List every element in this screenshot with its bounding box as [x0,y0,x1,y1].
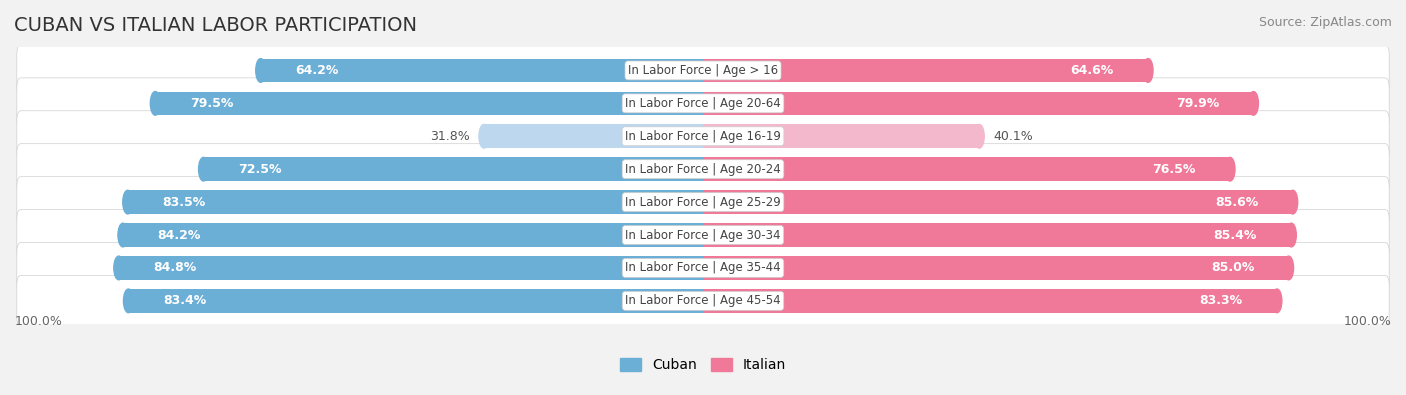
Bar [703,157,1230,181]
Text: 64.6%: 64.6% [1070,64,1114,77]
FancyBboxPatch shape [17,78,1389,129]
Text: 100.0%: 100.0% [14,315,62,328]
Bar [703,58,1149,82]
Bar [703,190,1292,214]
FancyBboxPatch shape [17,45,1389,96]
Text: In Labor Force | Age 20-64: In Labor Force | Age 20-64 [626,97,780,110]
Text: 83.5%: 83.5% [162,196,205,209]
Text: 79.9%: 79.9% [1175,97,1219,110]
Bar [484,124,703,148]
Bar [703,124,979,148]
Text: Source: ZipAtlas.com: Source: ZipAtlas.com [1258,16,1392,29]
Bar [122,223,703,247]
Circle shape [1272,289,1282,313]
Bar [703,289,1277,313]
Circle shape [1143,58,1153,82]
Circle shape [479,124,489,148]
Text: 100.0%: 100.0% [1344,315,1392,328]
FancyBboxPatch shape [17,243,1389,293]
Circle shape [150,92,160,115]
Circle shape [198,157,208,181]
Text: 84.2%: 84.2% [157,229,201,241]
Circle shape [122,190,132,214]
Text: In Labor Force | Age 25-29: In Labor Force | Age 25-29 [626,196,780,209]
Text: 40.1%: 40.1% [993,130,1033,143]
Text: In Labor Force | Age > 16: In Labor Force | Age > 16 [628,64,778,77]
Text: 84.8%: 84.8% [153,261,197,275]
Text: In Labor Force | Age 30-34: In Labor Force | Age 30-34 [626,229,780,241]
Text: In Labor Force | Age 16-19: In Labor Force | Age 16-19 [626,130,780,143]
FancyBboxPatch shape [17,111,1389,162]
Bar [260,58,703,82]
Circle shape [974,124,984,148]
Bar [204,157,703,181]
Text: 31.8%: 31.8% [430,130,470,143]
Text: 83.3%: 83.3% [1199,294,1243,307]
Text: 79.5%: 79.5% [190,97,233,110]
Bar [703,223,1291,247]
Circle shape [1284,256,1294,280]
Bar [128,190,703,214]
Bar [128,289,703,313]
Text: 83.4%: 83.4% [163,294,207,307]
FancyBboxPatch shape [17,177,1389,228]
Circle shape [118,223,128,247]
Text: 85.0%: 85.0% [1211,261,1254,275]
Circle shape [1249,92,1258,115]
Text: 76.5%: 76.5% [1153,163,1195,176]
Text: In Labor Force | Age 45-54: In Labor Force | Age 45-54 [626,294,780,307]
Circle shape [124,289,134,313]
Circle shape [114,256,124,280]
FancyBboxPatch shape [17,209,1389,261]
Bar [703,256,1289,280]
Text: In Labor Force | Age 35-44: In Labor Force | Age 35-44 [626,261,780,275]
FancyBboxPatch shape [17,275,1389,326]
Circle shape [1225,157,1234,181]
Text: In Labor Force | Age 20-24: In Labor Force | Age 20-24 [626,163,780,176]
Text: 64.2%: 64.2% [295,64,339,77]
Legend: Cuban, Italian: Cuban, Italian [614,353,792,378]
Bar [118,256,703,280]
Text: 72.5%: 72.5% [238,163,281,176]
Text: 85.4%: 85.4% [1213,229,1257,241]
Bar [703,92,1254,115]
FancyBboxPatch shape [17,144,1389,195]
Text: 85.6%: 85.6% [1215,196,1258,209]
Text: CUBAN VS ITALIAN LABOR PARTICIPATION: CUBAN VS ITALIAN LABOR PARTICIPATION [14,16,418,35]
Circle shape [1288,190,1298,214]
Circle shape [256,58,266,82]
Circle shape [1286,223,1296,247]
Bar [155,92,703,115]
